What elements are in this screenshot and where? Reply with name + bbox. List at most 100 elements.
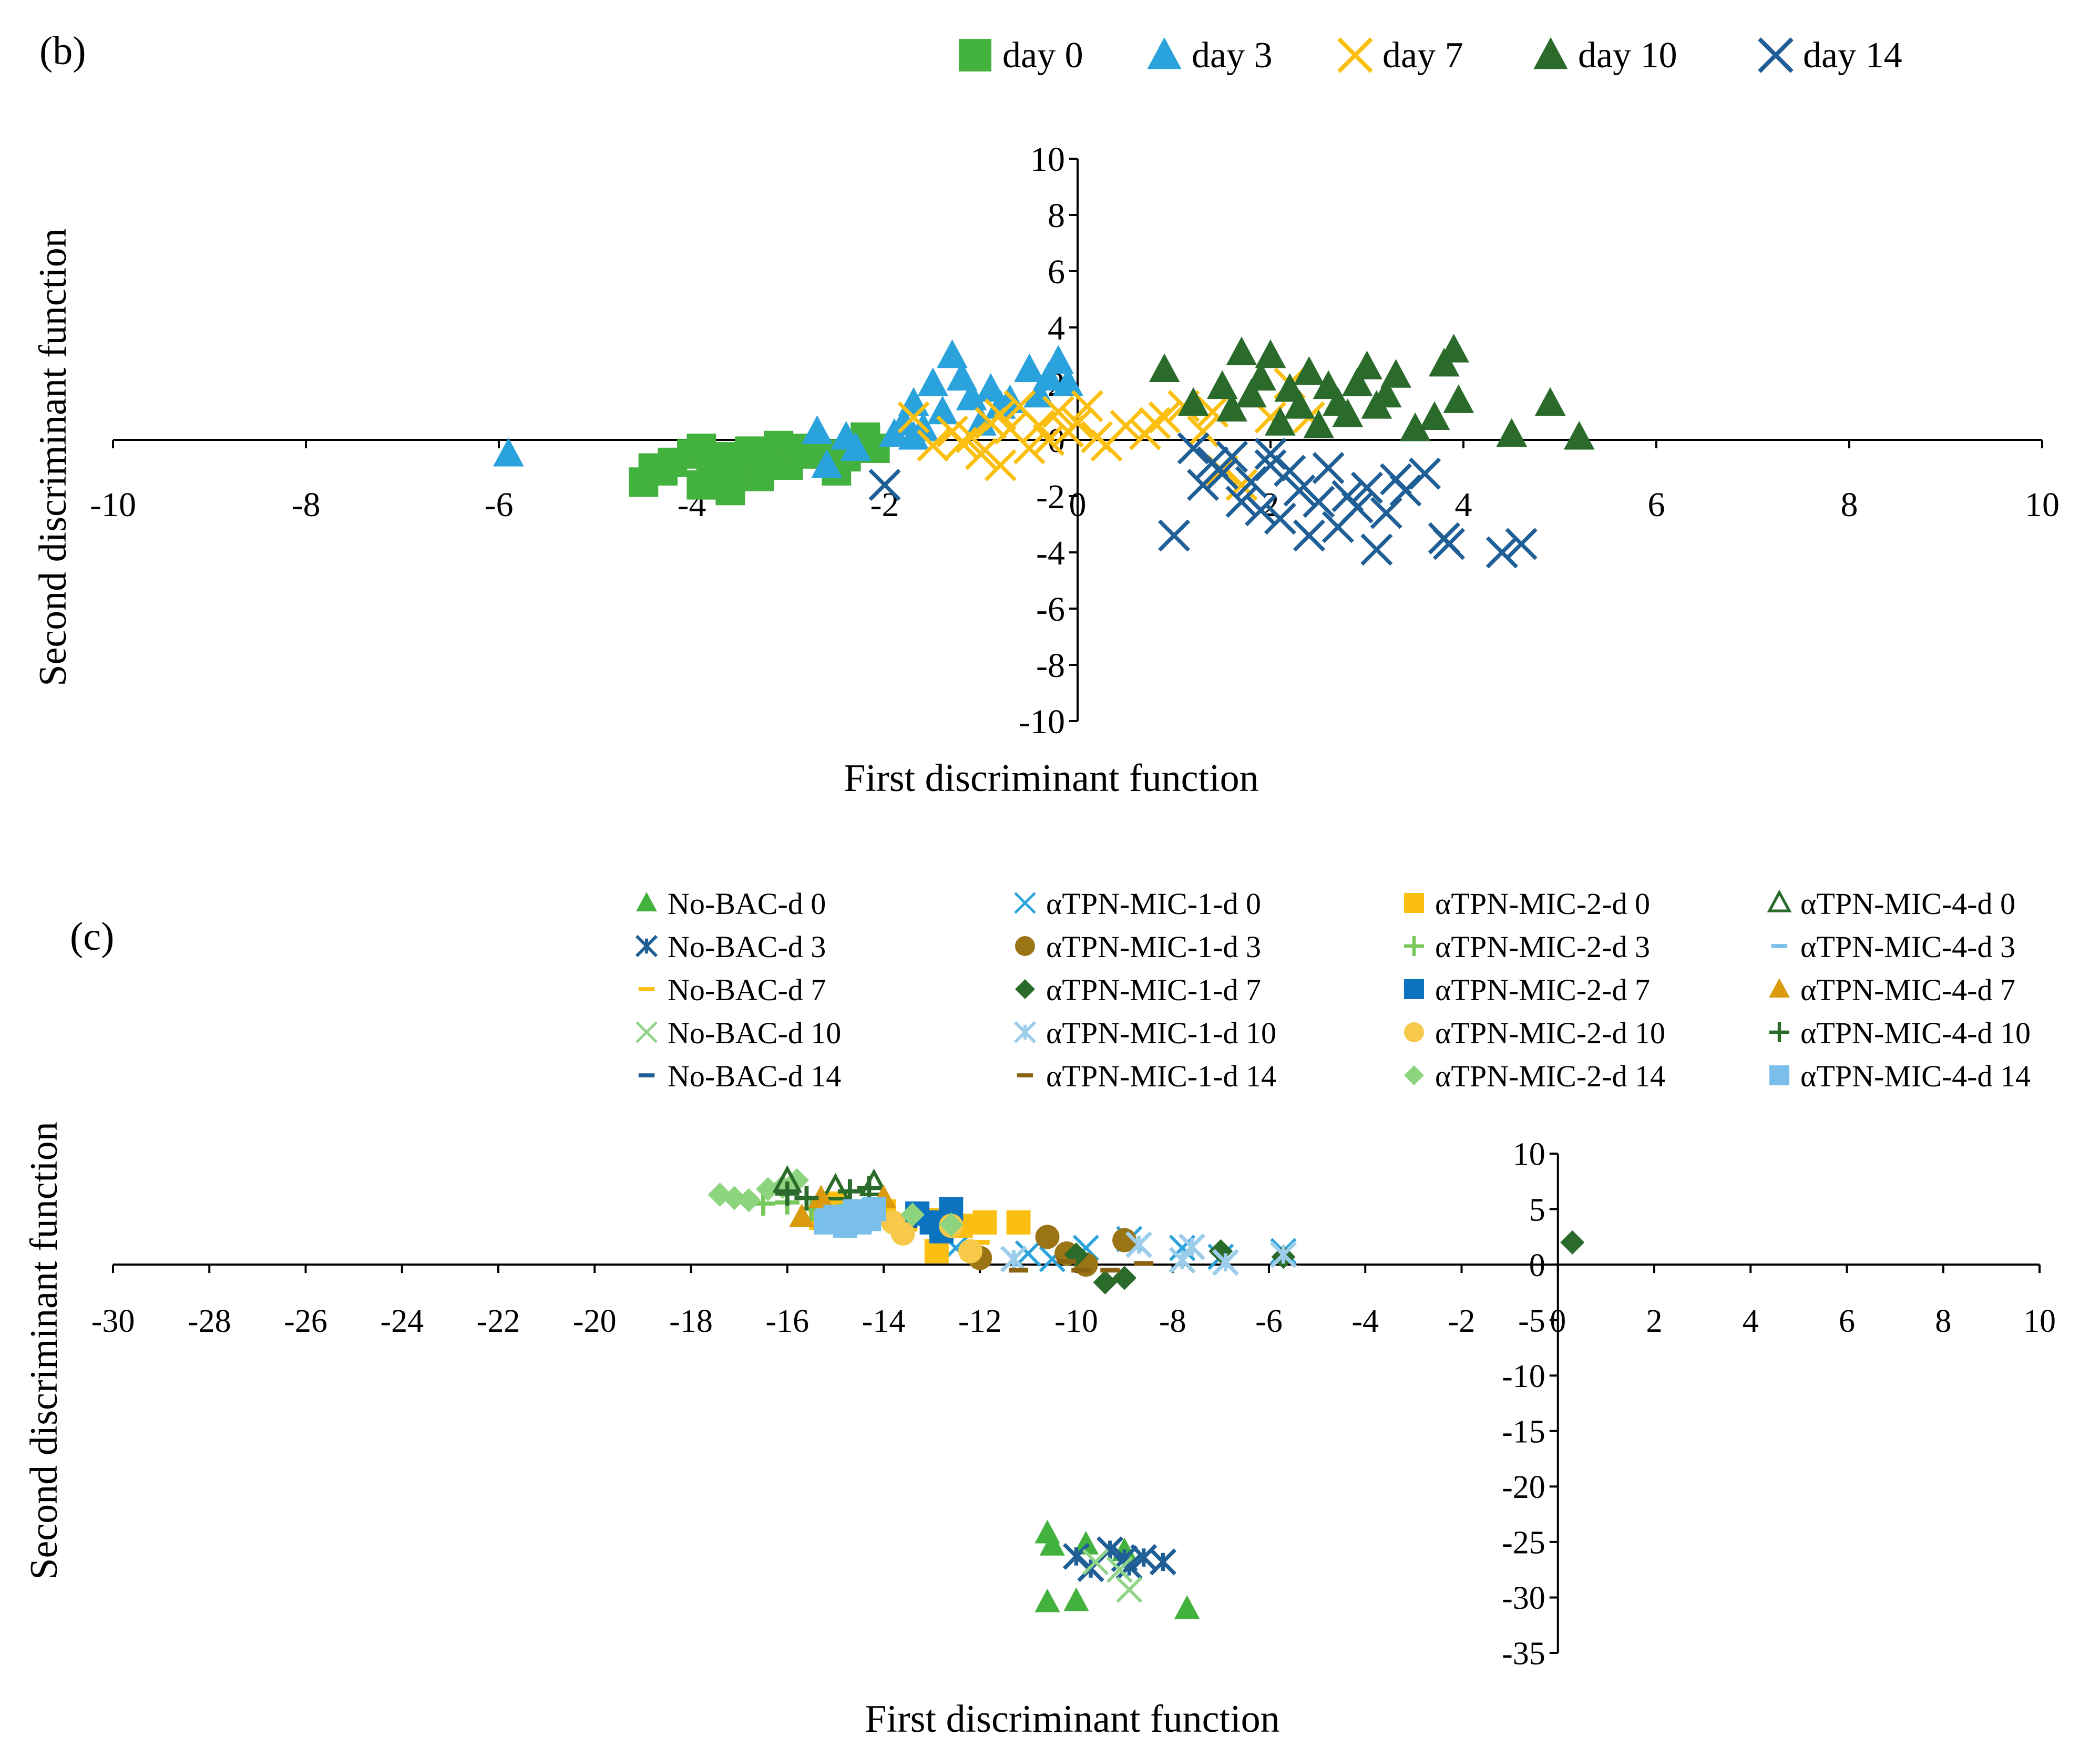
y-tick-label: 10 (1030, 140, 1065, 179)
series-day-14 (868, 432, 1538, 569)
legend-item-alphatpn-mic-4-d-3: αTPN-MIC-4-d 3 (1771, 930, 2015, 964)
legend-item-alphatpn-mic-2-d-7: αTPN-MIC-2-d 7 (1404, 973, 1650, 1007)
y-tick-label: -30 (1502, 1580, 1545, 1616)
data-point-day-7 (1071, 390, 1103, 423)
series-day-7 (897, 367, 1325, 501)
y-tick-label: -15 (1502, 1414, 1545, 1450)
data-point-day-10 (1419, 401, 1450, 430)
series-day-10 (1149, 334, 1595, 450)
data-point-day-14 (1341, 491, 1374, 523)
data-point-no-bac-d-3 (1149, 1548, 1177, 1576)
data-point-no-bac-d-0 (1073, 1530, 1099, 1555)
legend-label: αTPN-MIC-2-d 14 (1435, 1059, 1665, 1093)
data-point-day-0 (648, 456, 678, 486)
series-no-bac-d-0 (1034, 1519, 1200, 1619)
legend-marker-day-3 (1147, 37, 1182, 69)
legend-item-alphatpn-mic-2-d-0: αTPN-MIC-2-d 0 (1404, 887, 1650, 921)
data-point-day-10 (1264, 407, 1296, 436)
legend-label: No-BAC-d 7 (668, 973, 826, 1007)
data-point-alphatpn-mic-4-d-10 (857, 1176, 882, 1200)
legend-label: αTPN-MIC-2-d 3 (1435, 930, 1650, 964)
data-point-alphatpn-mic-2-d-10 (890, 1221, 915, 1246)
data-point-day-7 (984, 449, 1017, 481)
legend-label: day 10 (1578, 35, 1677, 76)
series-no-bac-d-10 (1082, 1548, 1143, 1603)
data-point-day-14 (1409, 457, 1441, 490)
data-point-day-10 (1332, 398, 1364, 427)
legend-marker-day-10 (1533, 37, 1568, 69)
data-point-day-3 (937, 339, 968, 368)
x-tick-label: 2 (1646, 1303, 1663, 1339)
x-tick-label: 10 (2025, 486, 2060, 524)
data-point-day-3 (831, 420, 862, 450)
data-point-day-10 (1438, 334, 1470, 363)
x-tick-label: -4 (1351, 1303, 1379, 1339)
data-point-day-10 (1149, 353, 1180, 383)
legend-label: αTPN-MIC-1-d 0 (1046, 887, 1261, 921)
legend-item-alphatpn-mic-1-d-14: αTPN-MIC-1-d 14 (1017, 1059, 1276, 1093)
data-point-day-7 (1196, 395, 1229, 428)
x-tick-label: 0 (1550, 1303, 1566, 1339)
data-point-alphatpn-mic-1-d-10 (1269, 1241, 1297, 1268)
y-tick-label: -25 (1502, 1525, 1545, 1561)
data-point-day-14 (1350, 471, 1384, 504)
legend-marker-alphatpn-mic-1-d-7 (1015, 979, 1035, 999)
legend-label: No-BAC-d 0 (668, 887, 826, 921)
data-point-day-14 (1505, 528, 1538, 560)
legend-item-no-bac-d-14: No-BAC-d 14 (638, 1059, 841, 1093)
legend-marker-alphatpn-mic-4-d-0 (1767, 889, 1792, 912)
data-point-alphatpn-mic-4-d-0 (820, 1173, 851, 1201)
data-point-day-14 (1293, 519, 1325, 552)
data-point-day-7 (917, 429, 949, 462)
legend-marker-alphatpn-mic-2-d-14 (1404, 1065, 1424, 1085)
y-tick-label: -35 (1502, 1636, 1545, 1672)
data-point-alphatpn-mic-1-d-7 (1560, 1230, 1585, 1255)
x-tick-label: -24 (380, 1303, 424, 1339)
data-point-day-10 (1303, 409, 1335, 439)
legend-label: αTPN-MIC-4-d 14 (1800, 1059, 2031, 1093)
legend-item-alphatpn-mic-2-d-3: αTPN-MIC-2-d 3 (1404, 930, 1650, 964)
y-tick-label: 8 (1048, 197, 1065, 235)
data-point-day-3 (1042, 345, 1074, 374)
data-point-alphatpn-mic-1-d-14 (1134, 1261, 1154, 1266)
legend-marker-alphatpn-mic-1-d-3 (1015, 936, 1035, 956)
data-point-alphatpn-mic-2-d-14 (736, 1188, 761, 1213)
legend-item-alphatpn-mic-2-d-14: αTPN-MIC-2-d 14 (1404, 1059, 1665, 1093)
data-point-day-10 (1226, 336, 1257, 365)
x-tick-label: -20 (573, 1303, 617, 1339)
legend-marker-alphatpn-mic-4-d-10 (1769, 1022, 1789, 1042)
legend-label: αTPN-MIC-4-d 3 (1800, 930, 2015, 964)
legend-label: αTPN-MIC-4-d 10 (1800, 1016, 2031, 1050)
data-point-alphatpn-mic-4-d-7 (789, 1204, 815, 1227)
data-point-day-7 (1139, 407, 1171, 439)
data-point-day-3 (1052, 367, 1084, 396)
data-point-day-10 (1284, 390, 1315, 419)
data-point-day-7 (1023, 409, 1056, 442)
data-point-day-10 (1177, 387, 1209, 416)
legend-marker-no-bac-d-0 (636, 892, 657, 912)
data-point-day-7 (1225, 469, 1258, 501)
data-point-day-3 (802, 415, 833, 444)
legend-item-alphatpn-mic-4-d-10: αTPN-MIC-4-d 10 (1769, 1016, 2031, 1050)
legend-label: No-BAC-d 10 (668, 1016, 841, 1050)
data-point-alphatpn-mic-2-d-14 (722, 1186, 746, 1210)
series-alphatpn-mic-4-d-14 (814, 1197, 886, 1238)
data-point-day-14 (868, 469, 901, 501)
legend-item-alphatpn-mic-2-d-10: αTPN-MIC-2-d 10 (1404, 1016, 1665, 1050)
y-tick-label: -10 (1502, 1359, 1545, 1394)
x-tick-label: -16 (765, 1303, 809, 1339)
x-tick-label: 10 (2023, 1303, 2056, 1339)
panel-c-y-axis-title: Second discriminant function (23, 1122, 66, 1579)
data-point-alphatpn-mic-1-d-10 (1212, 1249, 1239, 1276)
data-point-day-14 (1177, 432, 1210, 465)
data-point-day-3 (956, 381, 987, 410)
y-tick-label: -4 (1036, 534, 1065, 572)
data-point-day-3 (493, 437, 524, 467)
legend-marker-alphatpn-mic-2-d-0 (1404, 893, 1424, 913)
series-alphatpn-mic-1-d-10 (1000, 1231, 1297, 1276)
data-point-day-10 (1216, 393, 1247, 422)
data-point-day-7 (1061, 407, 1094, 439)
data-point-alphatpn-mic-2-d-0 (972, 1210, 997, 1235)
